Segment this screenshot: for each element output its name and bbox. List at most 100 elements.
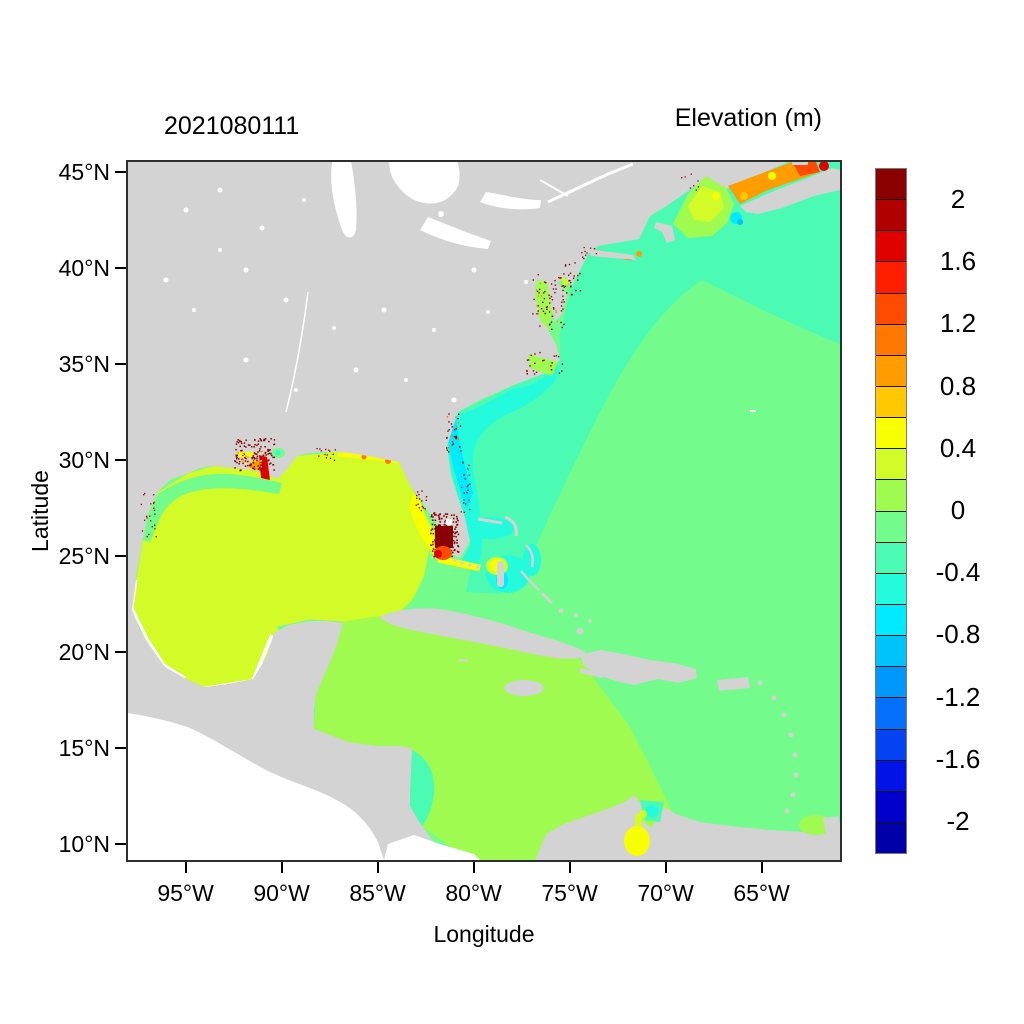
colorbar-tick-label: -0.8 [935,619,981,650]
colorbar-tick-label: 1.6 [939,246,977,277]
land-cape-cod [654,222,675,243]
ga-fl-nearshore-cyan [445,415,473,509]
colorbar [875,168,907,854]
land-puerto-rico [717,677,750,691]
y-tick-label: 15°N [58,735,110,761]
colorbar-segment [876,790,906,822]
y-tick-mark [115,651,126,653]
delaware-bay-water [561,276,569,290]
great-lakes [331,162,541,249]
colorbar-segment [876,728,906,760]
y-tick-mark [115,363,126,365]
gulf-of-mexico-water [132,452,429,687]
colorbar-segment [876,199,906,231]
y-tick-label: 40°N [58,255,110,281]
land-bahama-cays [477,515,592,635]
x-tick-mark [664,862,667,873]
x-tick-mark [760,862,763,873]
wet-dry-speckles [140,173,700,561]
pacific-outside-domain [128,713,480,860]
nova-scotia-tip-spot [730,212,743,225]
land-nova-scotia [740,168,840,214]
se-coast-band [448,364,558,565]
colorbar-segment [876,541,906,573]
colorbar-segment [876,821,906,854]
colorbar-segment [876,635,906,667]
y-tick-label: 30°N [58,447,110,473]
x-tick-mark [568,862,571,873]
colorbar-segment [876,292,906,324]
y-tick-mark [115,747,126,749]
colorbar-tick-label: -1.6 [935,743,981,774]
colorbar-segment [876,323,906,355]
land-cuba [379,608,587,659]
colorbar-tick-label: 0.8 [939,370,977,401]
y-tick-label: 20°N [58,639,110,665]
colorbar-segment [876,759,906,791]
everglades-surge-blobs [434,546,452,560]
map-canvas [128,162,840,860]
x-tick-label: 65°W [733,880,790,906]
x-tick-label: 85°W [349,880,406,906]
y-tick-mark [115,555,126,557]
x-tick-label: 95°W [157,880,214,906]
north-gulf-shelf-band [142,473,282,542]
florida-bay-yellow [437,555,481,572]
y-tick-mark [115,267,126,269]
lake-okeechobee [445,518,453,526]
x-tick-mark [280,862,283,873]
long-island-area [589,249,642,261]
colorbar-segment [876,261,906,293]
x-tick-mark [184,862,187,873]
colorbar-segment [876,510,906,542]
land-florida-keys [453,558,480,569]
bay-of-fundy-surge [728,162,829,204]
land-lesser-antilles [757,680,799,814]
colorbar-segment [876,385,906,418]
colorbar-tick-label: 0 [950,495,966,525]
colorbar-tick-label: -1.2 [935,681,981,712]
land-pei-dash [792,162,808,165]
nw-atlantic-band [447,162,840,594]
colorbar-segment [876,230,906,262]
colorbar-tick-label: 1.2 [939,308,977,339]
y-tick-label: 45°N [58,159,110,185]
land-cayman [459,659,468,662]
x-tick-mark [376,862,379,873]
y-tick-mark [115,171,126,173]
bermuda [750,410,756,412]
colorbar-tick-label: 2 [950,184,966,215]
colorbar-segment [876,603,906,636]
land-trinidad [823,816,840,833]
small-lakes [163,187,528,403]
caribbean-west-water [278,614,688,860]
colorbar-segment [876,572,906,604]
lake-maracaibo [624,814,650,856]
colorbar-tick-label: 0.4 [939,432,977,463]
x-tick-label: 80°W [445,880,502,906]
plot-title-left: 2021080111 [164,112,300,140]
colorbar-tick-label: -0.4 [935,557,981,588]
y-tick-label: 35°N [58,351,110,377]
colorbar-segment [876,354,906,386]
land-jamaica [504,680,544,696]
x-tick-label: 70°W [637,880,694,906]
colorbar-tick-label: -2 [946,805,970,836]
land-hispaniola [580,650,697,685]
colorbar-title: Elevation (m) [674,104,822,132]
x-tick-label: 75°W [541,880,598,906]
y-tick-label: 25°N [58,543,110,569]
map-panel [126,160,842,862]
x-tick-label: 90°W [253,880,310,906]
land-north-america [128,162,788,860]
colorbar-segment [876,417,906,449]
pamlico-sound-water [528,354,558,376]
rivers [285,162,634,413]
colorbar-segment [876,697,906,729]
y-tick-mark [115,459,126,461]
colorbar-segment [876,479,906,511]
x-axis-title: Longitude [433,921,535,947]
x-tick-mark [472,862,475,873]
colorbar-segment [876,448,906,480]
